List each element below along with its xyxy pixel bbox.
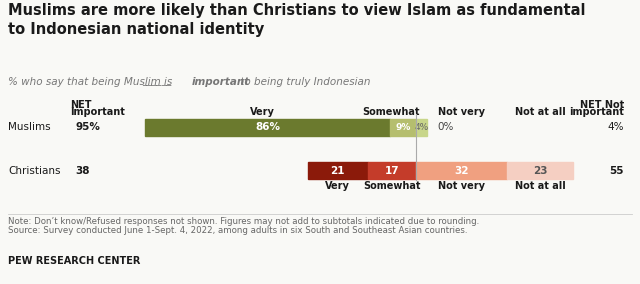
Text: 17: 17 — [385, 166, 399, 176]
Text: important: important — [569, 107, 624, 117]
Text: 55: 55 — [609, 166, 624, 176]
Text: Somewhat: Somewhat — [362, 107, 420, 117]
Text: Very: Very — [325, 181, 350, 191]
Bar — [507, 162, 573, 179]
Text: 23: 23 — [532, 166, 547, 176]
Text: Not at all: Not at all — [515, 107, 565, 117]
Text: Not very: Not very — [438, 107, 485, 117]
Bar — [416, 162, 507, 179]
Bar — [367, 162, 416, 179]
Text: Not very: Not very — [438, 181, 485, 191]
Text: to being truly Indonesian: to being truly Indonesian — [237, 77, 371, 87]
Text: 0%: 0% — [437, 122, 454, 133]
Text: 32: 32 — [454, 166, 469, 176]
Text: Note: Don’t know/Refused responses not shown. Figures may not add to subtotals i: Note: Don’t know/Refused responses not s… — [8, 217, 479, 226]
Text: 4%: 4% — [415, 123, 429, 132]
Text: 38: 38 — [75, 166, 90, 176]
Text: 21: 21 — [330, 166, 345, 176]
Text: 4%: 4% — [607, 122, 624, 133]
Text: 9%: 9% — [396, 123, 411, 132]
Text: Muslims are more likely than Christians to view Islam as fundamental
to Indonesi: Muslims are more likely than Christians … — [8, 3, 586, 37]
Text: NET: NET — [70, 100, 92, 110]
Text: Source: Survey conducted June 1-Sept. 4, 2022, among adults in six South and Sou: Source: Survey conducted June 1-Sept. 4,… — [8, 226, 467, 235]
Text: Not at all: Not at all — [515, 181, 565, 191]
Text: ______: ______ — [142, 76, 172, 86]
Bar — [390, 119, 416, 136]
Text: Somewhat: Somewhat — [363, 181, 420, 191]
Bar — [308, 162, 367, 179]
Text: % who say that being Muslim is: % who say that being Muslim is — [8, 77, 195, 87]
Text: 95%: 95% — [75, 122, 100, 133]
Text: Very: Very — [250, 107, 275, 117]
Bar — [145, 119, 390, 136]
Text: PEW RESEARCH CENTER: PEW RESEARCH CENTER — [8, 256, 140, 266]
Text: 86%: 86% — [255, 122, 280, 133]
Bar — [416, 119, 428, 136]
Text: important: important — [192, 77, 250, 87]
Text: NET Not: NET Not — [580, 100, 624, 110]
Text: Muslims: Muslims — [8, 122, 51, 133]
Text: Important: Important — [70, 107, 125, 117]
Text: Christians: Christians — [8, 166, 61, 176]
